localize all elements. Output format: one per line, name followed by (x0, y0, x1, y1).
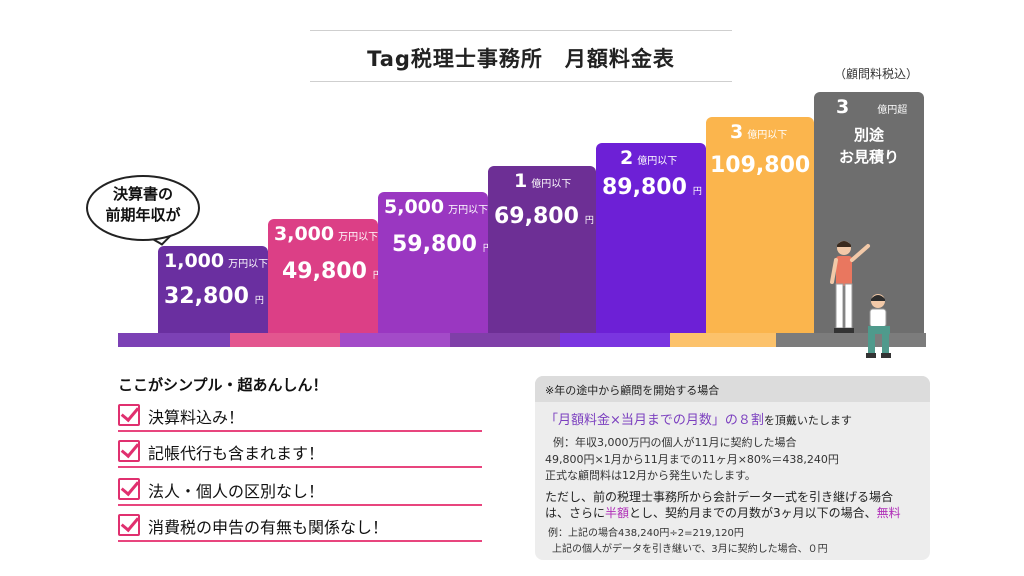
base-strip-3 (340, 333, 450, 347)
page-title: Tag税理士事務所 月額料金表 (367, 47, 675, 71)
tier-level: 2 億円以下 (620, 147, 678, 169)
info-box-title: ※年の途中から顧問を開始する場合 (545, 384, 720, 397)
info-example-3: 正式な顧問料は12月から発生いたします。 (545, 469, 756, 482)
feature-item: 記帳代行も含まれます！ (118, 434, 482, 468)
tier-level: 1,000 万円以下 (164, 250, 269, 272)
tier-bar-7: 3 億円超 別途 お見積り (814, 92, 924, 333)
checkbox-icon (118, 404, 140, 426)
feature-text: 記帳代行も含まれます！ (148, 444, 325, 463)
tier-bar-4: 1 億円以下 69,800 円 (488, 166, 596, 333)
tier-price: 69,800 円 (494, 204, 594, 229)
tier-price: 59,800円 (392, 232, 492, 257)
features-heading: ここがシンプル・超あんしん！ (118, 376, 328, 394)
tier-bar-1: 1,000 万円以下 32,800 円 (158, 246, 268, 333)
info-rule-highlight: 「月額料金×当月までの月数」の８割 (545, 413, 764, 428)
info-rule: 「月額料金×当月までの月数」の８割を頂戴いたします (545, 409, 852, 428)
tier-level: 3,000 万円以下 (274, 223, 379, 245)
bubble-line-1: 決算書の (112, 185, 173, 203)
feature-text: 決算料込み！ (148, 408, 245, 427)
tier-level: 3 億円超 (836, 96, 908, 118)
sitting-boy-illustration (866, 294, 891, 358)
feature-item: 決算料込み！ (118, 398, 482, 432)
feature-item: 法人・個人の区別なし！ (118, 472, 482, 506)
tier-price: 89,800 円 (602, 175, 702, 200)
info-example-5: 上記の個人がデータを引き継いで、3月に契約した場合、０円 (552, 544, 828, 555)
tier-bar-5: 2 億円以下 89,800 円 (596, 143, 706, 333)
checkbox-icon (118, 514, 140, 536)
info-example-1: 例：年収3,000万円の個人が11月に契約した場合 (553, 436, 797, 449)
feature-text: 消費税の申告の有無も関係なし！ (148, 518, 389, 537)
checkbox-icon (118, 440, 140, 462)
tier-price: 49,800円 (282, 259, 382, 284)
title-frame: Tag税理士事務所 月額料金表 (310, 30, 732, 82)
base-strip-6 (670, 333, 776, 347)
tier-price-estimate: 別途 お見積り (838, 126, 899, 166)
info-rule-suffix: を頂戴いたします (763, 414, 852, 427)
speech-bubble (86, 175, 200, 241)
info-example-4: 例：上記の場合438,240円÷2=219,120円 (548, 528, 744, 539)
base-strip-2 (230, 333, 340, 347)
base-strip-4 (450, 333, 560, 347)
info-note-1: ただし、前の税理士事務所から会計データ一式を引き継げる場合 (545, 490, 894, 504)
base-strip-1 (118, 333, 230, 347)
base-strip-5 (560, 333, 670, 347)
info-box-header (535, 376, 930, 402)
bubble-line-2: 前期年収が (105, 206, 181, 224)
tier-price: 32,800 円 (164, 284, 264, 309)
feature-text: 法人・個人の区別なし！ (148, 482, 325, 501)
standing-man-illustration (830, 241, 870, 333)
info-example-2: 49,800円×1月から11月までの11ヶ月×80%＝438,240円 (545, 453, 839, 466)
tier-level: 3 億円以下 (730, 121, 788, 143)
mid-year-info-box (535, 376, 930, 560)
tier-level: 1 億円以下 (514, 170, 572, 192)
checkbox-icon (118, 478, 140, 500)
tier-price: 109,800円 (710, 153, 825, 178)
tier-level: 5,000 万円以下 (384, 196, 489, 218)
info-note-2: は、さらに半額とし、契約月までの月数が3ヶ月以下の場合、無料 (545, 506, 901, 520)
feature-item: 消費税の申告の有無も関係なし！ (118, 508, 482, 542)
speech-bubble-text: 決算書の 前期年収が (86, 184, 200, 226)
tax-included-note: （顧問料税込） (834, 67, 919, 81)
